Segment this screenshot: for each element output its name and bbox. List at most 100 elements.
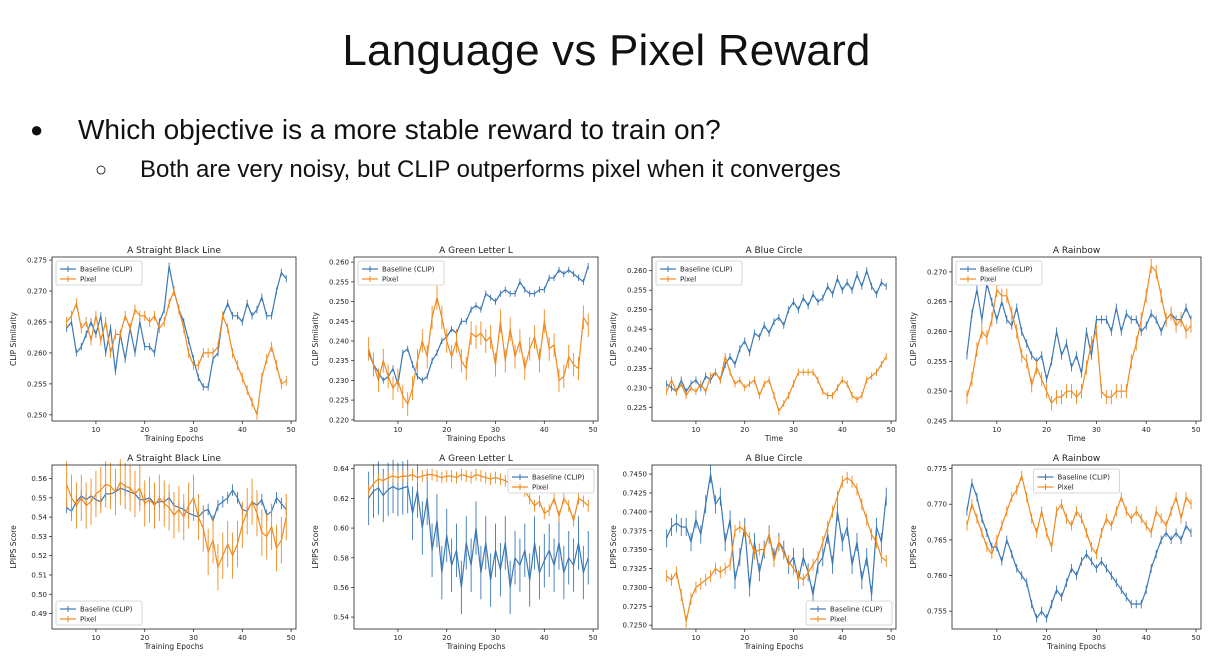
y-tick-label: 0.760 <box>927 572 947 580</box>
x-axis-label: Training Epochs <box>446 642 506 651</box>
y-tick-label: 0.64 <box>333 465 349 473</box>
x-tick-label: 20 <box>442 426 451 434</box>
x-tick-label: 50 <box>589 634 598 642</box>
chart-lpips-straight-black-line: A Straight Black Line 0.49 0.50 0.51 0.52 0.5… <box>9 454 297 651</box>
x-tick-label: 30 <box>189 634 198 642</box>
x-tick-label: 50 <box>1192 634 1201 642</box>
y-tick-label: 0.775 <box>927 465 947 473</box>
y-tick-label: 0.7325 <box>623 565 648 573</box>
y-tick-label: 0.770 <box>927 501 947 509</box>
x-tick-label: 40 <box>540 634 549 642</box>
y-tick-label: 0.240 <box>329 337 349 345</box>
y-axis-label: LPIPS Score <box>609 525 618 569</box>
x-tick-label: 30 <box>789 426 798 434</box>
y-axis-label: CLIP Similarity <box>311 311 320 366</box>
y-tick-label: 0.240 <box>627 345 647 353</box>
y-tick-label: 0.225 <box>329 397 349 405</box>
y-tick-label: 0.7450 <box>623 471 648 479</box>
y-tick-label: 0.265 <box>927 298 947 306</box>
y-tick-label: 0.230 <box>329 377 349 385</box>
legend: Baseline (CLIP) Pixel <box>55 600 143 626</box>
legend-box <box>55 600 143 626</box>
chart-title: A Blue Circle <box>745 454 803 464</box>
chart-clip-rainbow: A Rainbow 0.245 0.250 0.255 0.260 0.265 0.270 1… <box>909 246 1202 443</box>
y-tick-label: 0.275 <box>27 257 47 265</box>
y-tick-label: 0.54 <box>333 614 349 622</box>
y-tick-label: 0.270 <box>27 288 47 296</box>
x-tick-label: 10 <box>691 634 700 642</box>
chart-clip-blue-circle: A Blue Circle 0.225 0.230 0.235 0.240 0.245 0.… <box>609 246 897 443</box>
chart-title: A Rainbow <box>1053 246 1100 256</box>
y-tick-label: 0.220 <box>329 416 349 424</box>
y-tick-label: 0.255 <box>27 380 47 388</box>
x-axis-label: Training Epochs <box>144 434 204 443</box>
x-tick-label: 10 <box>691 426 700 434</box>
x-tick-label: 50 <box>287 634 296 642</box>
series-line <box>666 477 887 622</box>
chart-title: A Straight Black Line <box>127 454 221 464</box>
plot-frame <box>651 464 897 630</box>
bullet-text: Which objective is a more stable reward … <box>78 114 721 145</box>
plot-frame <box>951 464 1202 630</box>
series-line <box>368 296 589 405</box>
series-line <box>966 283 1192 380</box>
bullet-dot-icon: ● <box>30 117 44 142</box>
legend: Baseline (CLIP) Pixel <box>805 600 893 626</box>
y-tick-label: 0.225 <box>627 404 647 412</box>
legend-label: Baseline (CLIP) <box>680 266 733 274</box>
series-baseline <box>666 465 887 605</box>
legend-label: Pixel <box>532 484 548 492</box>
legend-label: Baseline (CLIP) <box>382 266 435 274</box>
chart-lpips-green-letter-l: A Green Letter L 0.54 0.56 0.58 0.60 0.62 0.64… <box>311 454 599 651</box>
y-tick-label: 0.245 <box>329 318 349 326</box>
chart-title: A Rainbow <box>1053 454 1100 464</box>
x-axis-label: Time <box>1066 434 1086 443</box>
y-tick-label: 0.52 <box>31 552 47 560</box>
legend-label: Pixel <box>80 276 96 284</box>
x-tick-label: 30 <box>491 426 500 434</box>
y-axis-label: LPIPS Score <box>311 525 320 569</box>
y-tick-label: 0.51 <box>31 571 47 579</box>
bullet-level-1: ● Which objective is a more stable rewar… <box>30 114 721 146</box>
legend-label: Baseline (CLIP) <box>532 474 585 482</box>
y-axis-label: CLIP Similarity <box>9 311 18 366</box>
legend-label: Pixel <box>1058 484 1074 492</box>
y-tick-label: 0.7425 <box>623 489 648 497</box>
series-line <box>966 475 1192 555</box>
x-axis-label: Training Epochs <box>744 642 804 651</box>
y-tick-label: 0.56 <box>333 584 349 592</box>
y-axis-label: LPIPS Score <box>909 525 918 569</box>
y-tick-label: 0.255 <box>927 358 947 366</box>
x-tick-label: 20 <box>140 634 149 642</box>
x-tick-label: 20 <box>740 426 749 434</box>
y-tick-label: 0.7250 <box>623 622 648 630</box>
legend-box <box>955 260 1043 286</box>
x-tick-label: 40 <box>238 426 247 434</box>
y-tick-label: 0.245 <box>627 326 647 334</box>
x-tick-label: 30 <box>1092 634 1101 642</box>
series-line <box>966 482 1192 619</box>
y-tick-label: 0.765 <box>927 536 947 544</box>
legend-box <box>1033 468 1120 494</box>
chart-title: A Straight Black Line <box>127 246 221 256</box>
series-pixel <box>966 470 1192 560</box>
y-tick-label: 0.755 <box>927 608 947 616</box>
y-axis-label: CLIP Similarity <box>909 311 918 366</box>
x-tick-label: 40 <box>540 426 549 434</box>
x-tick-label: 20 <box>740 634 749 642</box>
bullet-circle-icon: ○ <box>95 158 108 181</box>
legend-label: Baseline (CLIP) <box>830 606 883 614</box>
y-tick-label: 0.255 <box>329 278 349 286</box>
legend-label: Baseline (CLIP) <box>80 606 133 614</box>
series-pixel <box>66 459 287 591</box>
legend-box <box>805 600 893 626</box>
series-line <box>666 473 887 596</box>
plot-frame <box>353 256 599 422</box>
x-tick-label: 10 <box>393 426 402 434</box>
legend-box <box>655 260 743 286</box>
y-tick-label: 0.265 <box>27 318 47 326</box>
y-tick-label: 0.260 <box>329 259 349 267</box>
y-tick-label: 0.250 <box>329 298 349 306</box>
x-tick-label: 40 <box>1142 426 1151 434</box>
y-tick-label: 0.245 <box>927 418 947 426</box>
